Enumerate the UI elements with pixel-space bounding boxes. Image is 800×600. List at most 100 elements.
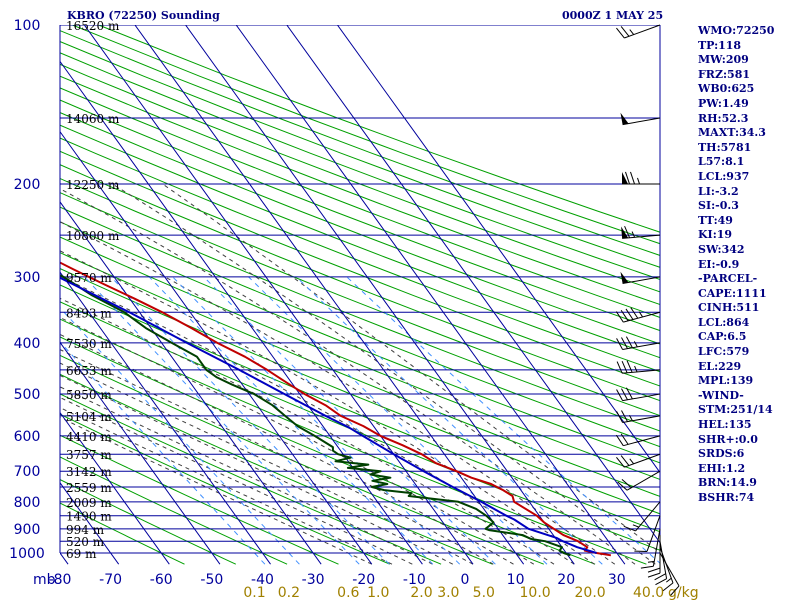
- wind-barb: [615, 307, 661, 323]
- height-label: 2009 m: [66, 496, 112, 510]
- index-value: CAP:6.5: [698, 330, 747, 344]
- temperature-tick-label: -60: [150, 572, 173, 588]
- index-value: EHI:1.2: [698, 461, 746, 475]
- index-value: TH:5781: [698, 140, 752, 154]
- isotherm: [0, 13, 17, 564]
- index-value: PW:1.49: [698, 96, 749, 110]
- moist-adiabat: [60, 386, 433, 565]
- isotherm: [60, 411, 170, 565]
- index-value: CINH:511: [698, 301, 760, 315]
- dry-adiabat: [60, 318, 647, 565]
- mixing-ratio-line: [110, 276, 390, 565]
- pressure-tick-label: 200: [14, 177, 41, 193]
- height-label: 69 m: [66, 547, 97, 561]
- dry-adiabat: [60, 87, 660, 318]
- mixing-ratio-label: 0.1: [243, 585, 265, 600]
- dry-adiabat: [60, 336, 596, 565]
- moist-adiabat: [60, 221, 616, 565]
- wind-barb: [634, 515, 661, 552]
- wind-barb: [616, 453, 661, 468]
- pressure-tick-label: 400: [14, 336, 41, 352]
- height-label: 4410 m: [66, 430, 112, 444]
- dry-adiabat: [60, 434, 339, 565]
- mixing-ratio-label: 20.0: [575, 585, 606, 600]
- dry-adiabat: [60, 99, 660, 332]
- wind-barb: [616, 360, 661, 374]
- dry-adiabat: [60, 284, 660, 533]
- dry-adiabat: [60, 206, 660, 448]
- height-label: 3757 m: [66, 448, 112, 462]
- index-value: CAPE:1111: [698, 286, 767, 300]
- temperature-tick-label: -80: [49, 572, 72, 588]
- index-value: BSHR:74: [698, 491, 755, 504]
- wind-barb: [616, 387, 661, 402]
- isotherm: [184, 25, 575, 565]
- moist-adiabat: [60, 275, 575, 565]
- station-title: KBRO (72250) Sounding: [67, 9, 220, 22]
- isotherm: [60, 201, 322, 565]
- dry-adiabat: [60, 502, 185, 565]
- dewpoint-line: [60, 274, 571, 557]
- wind-barb: [654, 541, 668, 586]
- index-value: SHR+:0.0: [698, 432, 758, 446]
- index-value: MW:209: [698, 53, 749, 67]
- pressure-tick-label: 500: [14, 387, 41, 403]
- temperature-tick-label: -10: [403, 572, 426, 588]
- dry-adiabat: [60, 236, 660, 480]
- sounding-indices: WMO:72250 TP:118 MW:209 FRZ:581 WB0:625 PW:1.…: [698, 24, 774, 506]
- mixing-ratio-line: [346, 276, 660, 564]
- temperature-tick-label: -20: [352, 572, 375, 588]
- mixing-ratio-label: 0.2: [278, 585, 300, 600]
- mixing-ratio-unit: g/kg: [668, 585, 699, 600]
- mixing-ratio-line: [148, 276, 434, 565]
- mixing-ratio-label: 3.0: [437, 585, 459, 600]
- pressure-tick-label: 700: [14, 464, 41, 480]
- height-label: 3142 m: [66, 465, 112, 479]
- temperature-tick-label: -30: [302, 572, 325, 588]
- temperature-tick-label: 0: [460, 572, 469, 588]
- index-value: STM:251/14: [698, 403, 773, 417]
- index-value: FRZ:581: [698, 67, 751, 81]
- parcel-line: [60, 276, 597, 554]
- mixing-ratio-line: [295, 276, 603, 565]
- index-value: EL:229: [698, 359, 742, 373]
- wind-barb: [622, 171, 660, 185]
- wind-barb: [623, 501, 661, 532]
- observation-time: 0000Z 1 MAY 25: [562, 9, 664, 22]
- mixing-ratio-label: 5.0: [473, 585, 495, 600]
- index-value: LCL:864: [698, 315, 750, 329]
- wind-barb: [621, 225, 661, 239]
- index-value: BRN:14.9: [698, 476, 757, 490]
- height-label: 8493 m: [66, 306, 112, 320]
- isotherm: [60, 341, 221, 565]
- moist-adiabat: [60, 333, 514, 565]
- pressure-tick-label: 900: [14, 522, 41, 538]
- dry-adiabat: [60, 150, 660, 387]
- index-value: WMO:72250: [698, 24, 775, 37]
- dry-adiabat: [60, 479, 237, 565]
- moist-adiabat: [60, 250, 595, 565]
- mixing-ratio-label: 1.0: [367, 585, 389, 600]
- pressure-tick-label: 800: [14, 495, 41, 511]
- index-value: LFC:579: [698, 345, 750, 359]
- dry-adiabat: [60, 137, 660, 373]
- index-value: LCL:937: [698, 169, 750, 183]
- height-label: 12250 m: [66, 178, 120, 192]
- index-value: SW:342: [698, 242, 745, 256]
- moist-adiabat: [112, 183, 656, 565]
- dry-adiabat: [60, 192, 660, 432]
- mixing-ratio-label: 2.0: [410, 585, 432, 600]
- height-label: 1490 m: [66, 510, 112, 524]
- pressure-tick-label: 1000: [9, 546, 45, 562]
- index-value: L57:8.1: [698, 155, 745, 169]
- wind-barb: [615, 433, 661, 447]
- dry-adiabat: [60, 413, 390, 565]
- isotherm: [134, 25, 525, 565]
- isotherm: [60, 271, 271, 565]
- dry-adiabat: [60, 354, 544, 565]
- wind-barb: [616, 336, 661, 350]
- mixing-ratio-label: 10.0: [520, 585, 551, 600]
- dry-adiabat: [60, 124, 660, 359]
- pressure-tick-label: 300: [14, 270, 41, 286]
- dry-adiabat: [60, 221, 660, 464]
